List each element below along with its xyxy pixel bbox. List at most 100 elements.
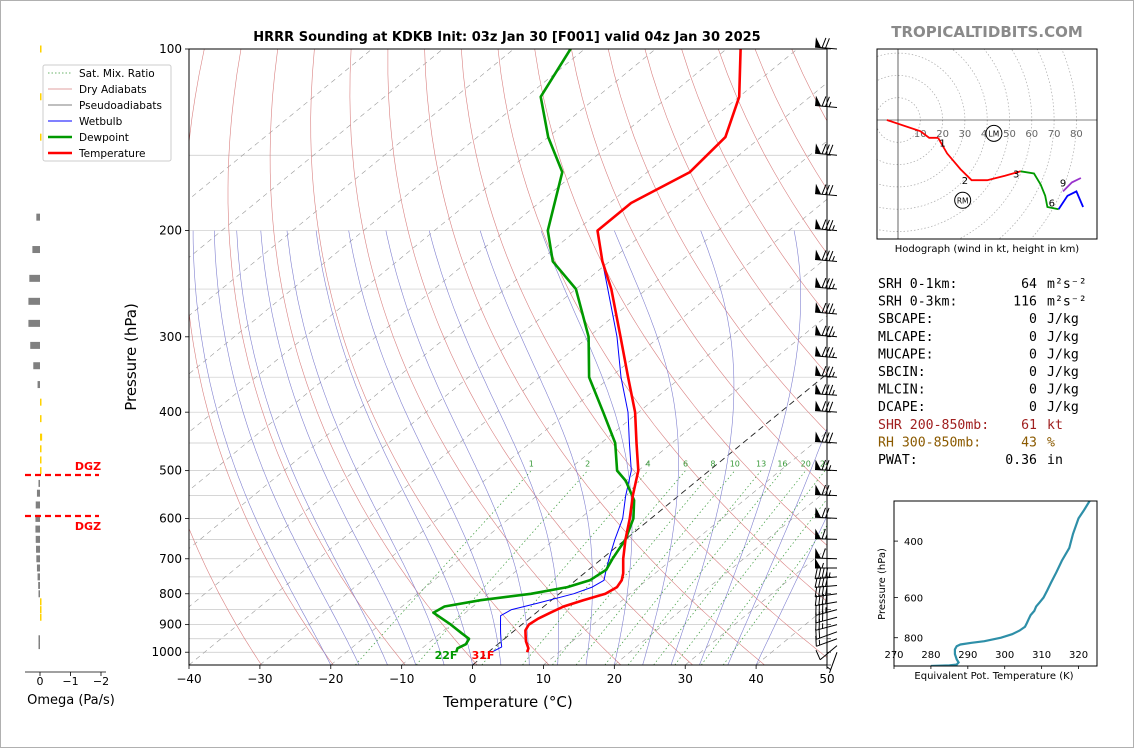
wind-barb-full — [829, 433, 833, 443]
dry-adiabat-line — [792, 49, 1133, 665]
hodograph-height-label: 1 — [939, 138, 945, 149]
dry-adiabat-line — [571, 49, 1052, 665]
index-label: MUCAPE: — [878, 347, 934, 362]
mixing-ratio-label: 20 — [801, 460, 811, 469]
pseudoadiabat-line — [429, 231, 559, 665]
omega-bar — [38, 573, 40, 580]
wind-barb-flag — [815, 401, 821, 411]
index-label: SBCIN: — [878, 365, 926, 380]
wind-barb — [815, 507, 837, 518]
wind-barb-full — [829, 220, 833, 230]
wind-barb-flag — [815, 143, 821, 153]
theta-e-x-tick-label: 300 — [995, 650, 1014, 661]
surface-temperature-label: 31F — [472, 649, 495, 662]
hodograph-frame — [877, 49, 1097, 239]
wind-barb-flag — [815, 507, 821, 517]
index-label: SHR 200-850mb: — [878, 418, 989, 433]
wind-barb-flag — [815, 484, 821, 494]
x-tick-label: −40 — [176, 672, 201, 686]
theta-e-y-label: Pressure (hPa) — [877, 548, 888, 620]
legend-label: Dewpoint — [79, 132, 129, 144]
wind-barb-full — [829, 347, 833, 357]
theta-e-line — [931, 501, 1090, 666]
wind-barb-flag — [815, 184, 821, 194]
hodograph-ring-label: 50 — [1003, 129, 1016, 140]
temperature-line — [525, 49, 740, 652]
wind-barb — [815, 346, 837, 358]
omega-bar — [40, 434, 42, 441]
omega-bar — [40, 606, 42, 613]
theta-e-x-tick-label: 310 — [1032, 650, 1051, 661]
legend-label: Sat. Mix. Ratio — [79, 68, 155, 80]
skewt-frame — [189, 49, 827, 665]
index-value: 0.36 — [1005, 453, 1037, 468]
index-value: 0 — [1029, 383, 1037, 398]
index-label: SRH 0-3km: — [878, 295, 957, 310]
mixing-ratio-label: 13 — [756, 460, 766, 469]
isotherm-line — [118, 49, 868, 665]
index-label: RH 300-850mb: — [878, 435, 981, 450]
theta-e-x-tick-label: 270 — [884, 650, 903, 661]
wind-barb-full — [829, 279, 833, 289]
wind-barbs — [815, 37, 837, 673]
wind-barb — [815, 143, 837, 155]
mixing-ratio-label: 16 — [777, 460, 787, 469]
omega-x-tick-label: −2 — [93, 675, 109, 688]
wind-barb-half — [833, 372, 835, 377]
dry-adiabat-line — [461, 49, 836, 665]
index-value: 0 — [1029, 347, 1037, 362]
omega-bar — [36, 546, 40, 553]
omega-bar — [40, 456, 42, 463]
wind-barb-full — [822, 366, 826, 376]
wind-barb-flag — [815, 384, 821, 394]
index-unit: J/kg — [1047, 383, 1079, 398]
dry-adiabat-line — [350, 49, 621, 665]
isotherm-line — [827, 49, 1133, 665]
mixing-ratio-line — [355, 471, 531, 665]
mixing-ratio-label: 30 — [844, 460, 854, 469]
wind-barb — [815, 529, 837, 540]
wind-barb-full — [822, 38, 826, 48]
omega-bar — [38, 582, 40, 589]
pseudoadiabat-line — [261, 231, 416, 665]
wind-barb — [815, 277, 837, 289]
index-unit: kt — [1047, 418, 1063, 433]
wind-barb-full — [822, 529, 825, 539]
storm-motion-label: RM — [957, 196, 969, 205]
hodograph-ring-label: 60 — [1025, 129, 1038, 140]
mixing-ratio-line — [654, 471, 806, 665]
wind-barb-full — [822, 220, 826, 230]
wind-barb — [815, 219, 837, 231]
wind-barb — [815, 250, 837, 262]
wind-barb-full — [822, 144, 826, 154]
theta-e-x-tick-label: 280 — [921, 650, 940, 661]
index-label: PWAT: — [878, 453, 918, 468]
wind-barb-full — [822, 278, 826, 288]
hodograph-caption: Hodograph (wind in kt, height in km) — [895, 244, 1080, 255]
y-tick-label: 300 — [159, 330, 182, 344]
wind-barb — [815, 96, 837, 108]
y-tick-label: 1000 — [151, 645, 182, 659]
wind-barb-flag — [815, 219, 821, 229]
legend-label: Dry Adiabats — [79, 84, 147, 96]
mixing-ratio-label: 4 — [646, 460, 651, 469]
omega-bar — [32, 246, 40, 253]
wind-barb — [815, 325, 837, 337]
dewpoint-line — [433, 49, 634, 652]
omega-bar — [30, 342, 40, 349]
index-value: 116 — [1013, 295, 1037, 310]
wind-barb-full — [829, 367, 833, 377]
index-value: 0 — [1029, 400, 1037, 415]
wind-barb-half — [833, 390, 835, 395]
dgz-bottom-label: DGZ — [75, 520, 101, 533]
omega-bar — [33, 362, 40, 369]
mixing-ratio-line — [628, 471, 782, 665]
index-unit: J/kg — [1047, 330, 1079, 345]
mixing-ratio-label: 6 — [683, 460, 688, 469]
theta-e-y-tick-label: 400 — [904, 537, 923, 548]
omega-bar — [29, 275, 40, 282]
index-value: 0 — [1029, 365, 1037, 380]
